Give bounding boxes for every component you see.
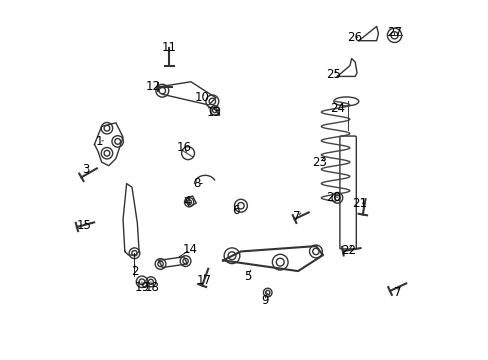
Text: 15: 15 [76,219,91,232]
Text: 7: 7 [293,210,300,223]
Text: 4: 4 [183,195,191,208]
Text: 26: 26 [346,31,361,44]
Text: 11: 11 [161,41,176,54]
Text: 22: 22 [341,244,356,257]
Text: 14: 14 [183,243,197,256]
Text: 19: 19 [134,281,149,294]
Text: 10: 10 [195,91,209,104]
Text: 6: 6 [231,204,239,217]
Text: 12: 12 [145,80,161,93]
Text: 13: 13 [206,105,221,119]
Text: 23: 23 [311,156,326,169]
Text: 16: 16 [176,141,191,154]
Text: 20: 20 [325,191,340,204]
Text: 1: 1 [95,135,102,148]
Text: 18: 18 [144,281,159,294]
Text: 9: 9 [261,294,268,307]
Text: 2: 2 [131,265,138,278]
Text: 7: 7 [393,286,401,299]
Text: 25: 25 [325,68,340,81]
Text: 21: 21 [351,197,366,210]
Text: 8: 8 [193,177,201,190]
Text: 3: 3 [81,163,89,176]
Text: 27: 27 [386,26,401,39]
Text: 24: 24 [330,102,345,115]
Text: 17: 17 [197,274,212,287]
Text: 5: 5 [244,270,251,283]
